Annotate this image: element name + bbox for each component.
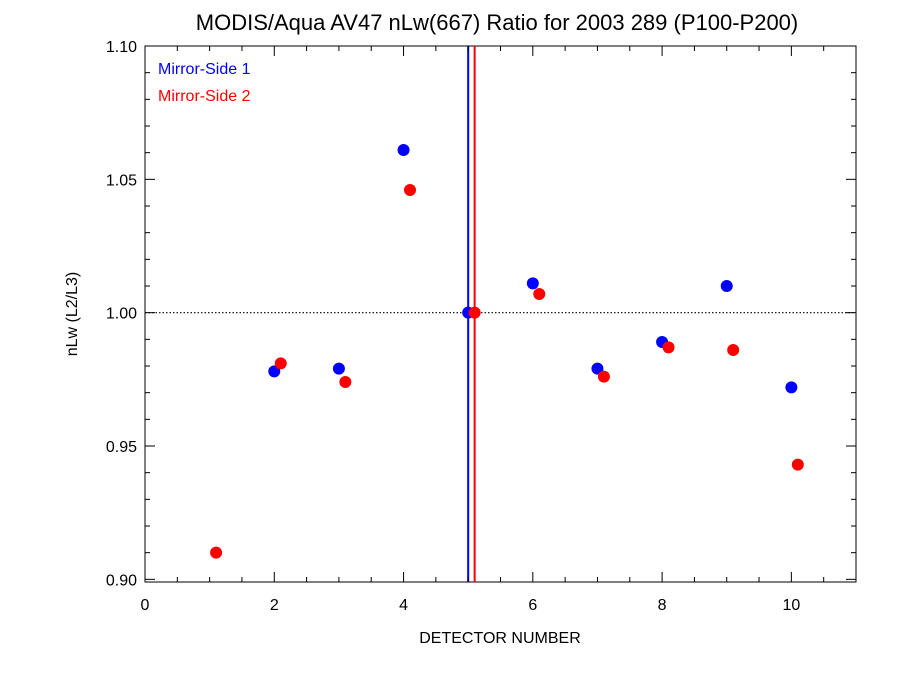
data-point-mirror-side-2 <box>533 288 546 300</box>
data-point-mirror-side-1 <box>397 144 410 156</box>
x-tick-label: 4 <box>399 597 408 614</box>
x-tick-label: 8 <box>658 597 667 614</box>
data-point-mirror-side-1 <box>720 280 733 292</box>
data-point-mirror-side-2 <box>597 370 610 383</box>
legend: Mirror-Side 1 Mirror-Side 2 <box>158 61 251 105</box>
x-tick-label: 10 <box>782 597 800 614</box>
data-point-mirror-side-2 <box>662 341 675 354</box>
axis-ticks: 0 2 4 6 8 10 0.90 0.95 1.00 1.05 1.10 <box>106 39 857 614</box>
data-point-mirror-side-1 <box>332 362 345 375</box>
data-point-mirror-side-2 <box>339 376 352 388</box>
legend-entry-mirror-side-2: Mirror-Side 2 <box>158 88 251 105</box>
y-tick-label: 1.10 <box>106 39 137 56</box>
y-axis-label: nLw (L2/L3) <box>64 272 81 357</box>
data-points <box>210 144 804 559</box>
data-point-mirror-side-2 <box>468 306 481 319</box>
x-tick-label: 0 <box>141 597 150 614</box>
chart-title: MODIS/Aqua AV47 nLw(667) Ratio for 2003 … <box>196 10 799 35</box>
data-point-mirror-side-1 <box>268 365 281 378</box>
data-point-mirror-side-2 <box>404 184 417 196</box>
data-point-mirror-side-2 <box>210 546 223 559</box>
data-point-mirror-side-1 <box>785 381 798 394</box>
y-tick-label: 1.00 <box>106 306 137 323</box>
data-point-mirror-side-2 <box>727 344 740 356</box>
x-tick-label: 6 <box>528 597 537 614</box>
reference-lines <box>145 46 856 582</box>
legend-entry-mirror-side-1: Mirror-Side 1 <box>158 61 251 78</box>
x-tick-label: 2 <box>270 597 279 614</box>
plot-frame <box>144 45 857 583</box>
data-point-mirror-side-2 <box>791 458 804 471</box>
x-axis-label: DETECTOR NUMBER <box>419 630 581 647</box>
data-point-mirror-side-1 <box>526 277 539 290</box>
y-tick-label: 0.95 <box>106 439 137 456</box>
y-tick-label: 1.05 <box>106 172 137 189</box>
data-point-mirror-side-2 <box>274 357 287 370</box>
data-point-mirror-side-1 <box>591 362 604 375</box>
y-tick-label: 0.90 <box>106 572 137 589</box>
